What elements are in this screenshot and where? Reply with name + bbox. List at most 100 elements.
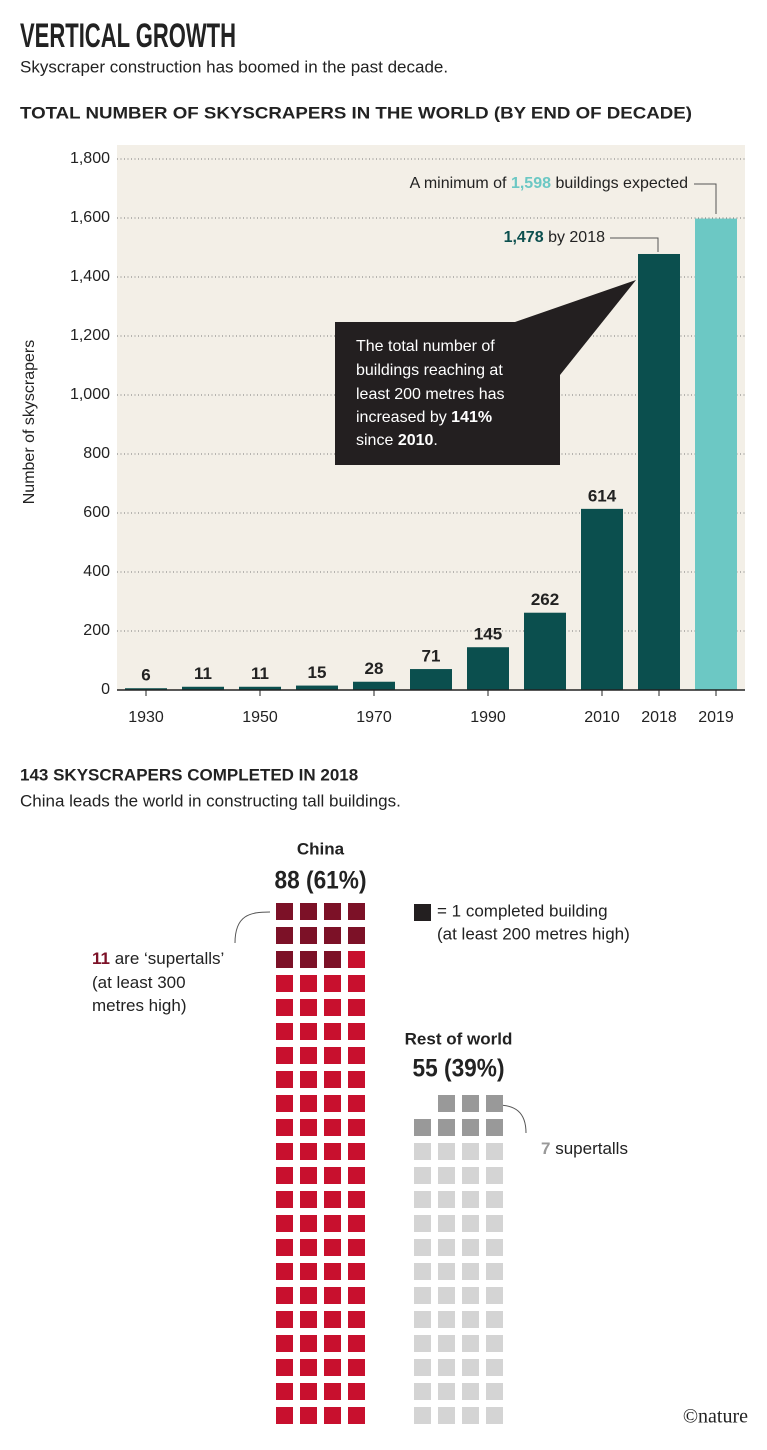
building-square xyxy=(324,1167,341,1184)
supertall-square xyxy=(324,903,341,920)
bar xyxy=(410,669,452,690)
building-square xyxy=(348,1311,365,1328)
building-square xyxy=(438,1215,455,1232)
x-tick-label: 2010 xyxy=(584,709,620,726)
building-square xyxy=(348,1119,365,1136)
value-label: 11 xyxy=(194,664,212,683)
building-square xyxy=(438,1383,455,1400)
callout-line: since xyxy=(356,432,393,449)
building-square xyxy=(438,1311,455,1328)
y-axis-label: Number of skyscrapers xyxy=(21,340,38,505)
building-square xyxy=(300,1095,317,1112)
building-square xyxy=(348,1071,365,1088)
y-tick-label: 200 xyxy=(83,622,110,639)
building-square xyxy=(486,1263,503,1280)
value-label: 6 xyxy=(141,666,150,685)
building-square xyxy=(414,1143,431,1160)
x-tick-label: 1970 xyxy=(356,709,392,726)
supertall-square xyxy=(462,1119,479,1136)
building-square xyxy=(462,1407,479,1424)
x-tick-label: 1990 xyxy=(470,709,506,726)
building-square xyxy=(348,1239,365,1256)
supertall-square xyxy=(300,927,317,944)
callout-year: 2010 xyxy=(398,432,434,449)
building-square xyxy=(324,1071,341,1088)
callout-line: increased by xyxy=(356,409,447,426)
y-tick-label: 1,200 xyxy=(70,327,110,344)
building-square xyxy=(414,1359,431,1376)
building-square xyxy=(486,1239,503,1256)
building-square xyxy=(348,1095,365,1112)
legend-text: = 1 completed building xyxy=(437,901,608,920)
y-tick-label: 1,600 xyxy=(70,209,110,226)
supertall-square xyxy=(276,903,293,920)
note-line: (at least 300 xyxy=(92,973,186,992)
supertall-square xyxy=(486,1095,503,1112)
building-square xyxy=(414,1287,431,1304)
supertall-square xyxy=(438,1095,455,1112)
building-square xyxy=(300,1215,317,1232)
credit: ©nature xyxy=(683,1406,748,1428)
legend-swatch xyxy=(414,904,431,921)
bar xyxy=(638,253,680,691)
supertall-square xyxy=(300,951,317,968)
building-square xyxy=(486,1335,503,1352)
building-square xyxy=(300,1407,317,1424)
building-square xyxy=(276,1215,293,1232)
supertall-square xyxy=(438,1119,455,1136)
building-square xyxy=(462,1335,479,1352)
section-subtitle: China leads the world in constructing ta… xyxy=(20,791,401,810)
rest-note: 7 supertalls xyxy=(541,1139,628,1158)
building-square xyxy=(276,1191,293,1208)
callout-line: buildings reaching at xyxy=(356,362,503,379)
building-square xyxy=(300,1023,317,1040)
building-square xyxy=(348,1143,365,1160)
value-label: 15 xyxy=(308,663,327,682)
building-square xyxy=(438,1167,455,1184)
callout-end: . xyxy=(433,432,437,449)
building-square xyxy=(414,1383,431,1400)
building-square xyxy=(276,999,293,1016)
building-square xyxy=(348,1335,365,1352)
building-square xyxy=(324,1191,341,1208)
building-square xyxy=(438,1407,455,1424)
building-square xyxy=(414,1191,431,1208)
building-square xyxy=(486,1359,503,1376)
minimum-annotation: A minimum of 1,598 buildings expected xyxy=(410,175,688,192)
supertall-square xyxy=(276,951,293,968)
building-square xyxy=(486,1407,503,1424)
note-line: metres high) xyxy=(92,996,186,1015)
building-square xyxy=(324,1407,341,1424)
building-square xyxy=(348,1023,365,1040)
building-square xyxy=(300,1383,317,1400)
recent-annotation: 1,478 by 2018 xyxy=(504,229,606,246)
supertall-square xyxy=(462,1095,479,1112)
building-square xyxy=(276,1311,293,1328)
supertall-square xyxy=(324,951,341,968)
building-square xyxy=(300,999,317,1016)
building-square xyxy=(462,1359,479,1376)
bar xyxy=(296,685,338,690)
bar xyxy=(239,686,281,690)
building-square xyxy=(276,1407,293,1424)
building-square xyxy=(300,1311,317,1328)
building-square xyxy=(462,1239,479,1256)
callout-box xyxy=(335,322,560,465)
building-square xyxy=(462,1311,479,1328)
building-square xyxy=(276,1143,293,1160)
building-square xyxy=(324,975,341,992)
y-tick-label: 0 xyxy=(101,681,110,698)
building-square xyxy=(276,1239,293,1256)
building-square xyxy=(462,1383,479,1400)
building-square xyxy=(324,1359,341,1376)
subtitle: Skyscraper construction has boomed in th… xyxy=(20,57,448,76)
building-square xyxy=(348,999,365,1016)
supertall-square xyxy=(348,927,365,944)
building-square xyxy=(348,951,365,968)
building-square xyxy=(276,1167,293,1184)
building-square xyxy=(324,1383,341,1400)
building-square xyxy=(414,1167,431,1184)
group-value: 88 (61%) xyxy=(275,867,367,895)
building-square xyxy=(462,1287,479,1304)
china-note: 11 are ‘supertalls’ (at least 300 metres… xyxy=(92,949,228,1015)
